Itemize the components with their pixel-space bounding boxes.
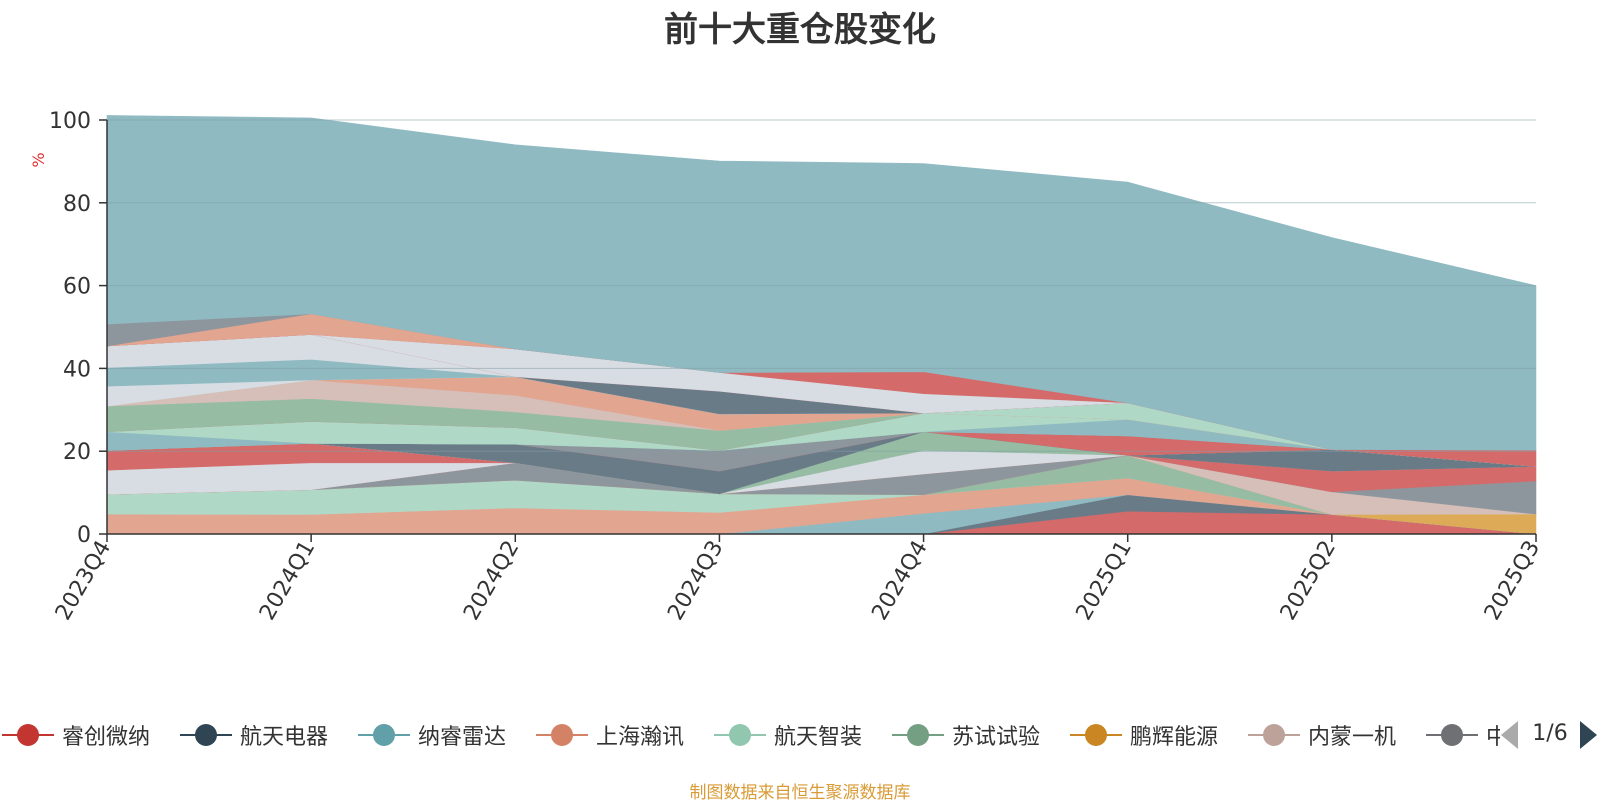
legend-item[interactable]: 中	[1426, 718, 1500, 752]
legend-label: 纳睿雷达	[418, 725, 507, 750]
x-tick-label: 2025Q1	[1072, 537, 1137, 625]
data-source-note: 制图数据来自恒生聚源数据库	[689, 783, 911, 803]
area-series-39	[106, 115, 1537, 451]
x-tick-label: 2024Q2	[459, 537, 524, 625]
legend-label: 航天智装	[774, 725, 863, 750]
x-tick-label: 2023Q4	[51, 537, 116, 625]
legend-item[interactable]: 航天智装	[714, 718, 862, 752]
legend-pager: 1/6	[1500, 718, 1600, 752]
y-tick-label: 20	[63, 440, 91, 465]
y-tick-label: 40	[63, 357, 91, 382]
legend-item[interactable]: 内蒙一机	[1248, 718, 1396, 752]
legend-label: 苏试试验	[952, 725, 1041, 750]
x-tick-label: 2024Q1	[255, 537, 320, 625]
legend-marker-icon	[1426, 724, 1478, 746]
y-tick-label: 80	[63, 192, 91, 217]
grid-lines	[107, 119, 1536, 452]
legend-label: 中	[1486, 725, 1500, 750]
legend-item[interactable]: 航天电器	[180, 718, 328, 752]
legend: 睿创微纳 航天电器 纳睿雷达 上海瀚讯 航天智装 苏试试验 鹏辉能源 内蒙一机 中	[0, 718, 1500, 752]
legend-label: 内蒙一机	[1308, 725, 1397, 750]
legend-item[interactable]: 睿创微纳	[2, 718, 150, 752]
legend-item[interactable]: 上海瀚讯	[536, 718, 684, 752]
page-indicator: 1/6	[1532, 721, 1568, 746]
y-axis-unit-label: %	[29, 152, 48, 167]
legend-label: 航天电器	[240, 725, 329, 750]
legend-marker-icon	[1070, 724, 1122, 746]
chart-title: 前十大重仓股变化	[664, 10, 936, 50]
area-layers	[106, 115, 1537, 535]
legend-item[interactable]: 苏试试验	[892, 718, 1040, 752]
next-page-icon[interactable]	[1578, 720, 1598, 754]
previous-page-icon[interactable]	[1500, 720, 1520, 754]
y-tick-label: 100	[49, 109, 91, 134]
legend-marker-icon	[2, 724, 54, 746]
x-tick-label: 2025Q3	[1480, 537, 1545, 625]
x-tick-label: 2024Q4	[867, 537, 932, 625]
y-tick-label: 60	[63, 275, 91, 300]
legend-item[interactable]: 纳睿雷达	[358, 718, 506, 752]
x-tick-label: 2025Q2	[1276, 537, 1341, 625]
legend-marker-icon	[892, 724, 944, 746]
y-tick-label: 0	[77, 523, 91, 548]
legend-marker-icon	[714, 724, 766, 746]
stacked-area-chart: 0 20 40 60 80 100 2023Q4 2024Q1 2024Q2 2024Q3 2024…	[29, 109, 1545, 625]
legend-marker-icon	[536, 724, 588, 746]
legend-item[interactable]: 鹏辉能源	[1070, 718, 1218, 752]
legend-label: 睿创微纳	[62, 725, 151, 750]
legend-marker-icon	[358, 724, 410, 746]
x-tick-label: 2024Q3	[663, 537, 728, 625]
legend-marker-icon	[180, 724, 232, 746]
legend-label: 鹏辉能源	[1130, 725, 1219, 750]
legend-label: 上海瀚讯	[596, 725, 685, 750]
legend-marker-icon	[1248, 724, 1300, 746]
